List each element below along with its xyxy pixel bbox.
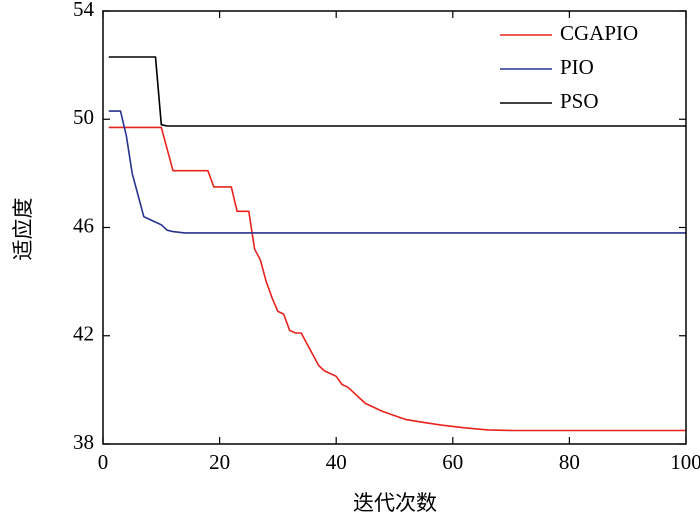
y-tick-label: 54 [73, 0, 95, 21]
legend-label-cgapio: CGAPIO [560, 21, 638, 45]
plot-frame [102, 10, 687, 445]
x-tick-label: 0 [98, 450, 109, 474]
plot-lines [108, 56, 686, 432]
y-tick-label: 42 [73, 322, 94, 346]
x-tick-label: 40 [326, 450, 347, 474]
y-tick-label: 46 [73, 213, 94, 237]
x-axis-label: 迭代次数 [353, 491, 437, 515]
x-tick-label: 60 [442, 450, 463, 474]
series-line-pio [108, 110, 686, 234]
y-tick-label: 38 [73, 430, 94, 454]
legend: CGAPIO PIO PSO [500, 21, 638, 113]
y-tick-label: 50 [73, 105, 94, 129]
x-tick-label: 80 [559, 450, 580, 474]
series-line-cgapio [108, 126, 686, 432]
axis-ticks: 0 20 40 60 80 100 38 42 46 50 54 [73, 0, 700, 474]
legend-label-pso: PSO [560, 89, 599, 113]
x-tick-label: 20 [209, 450, 230, 474]
series-line-pso [108, 56, 686, 127]
legend-label-pio: PIO [560, 55, 594, 79]
y-axis-label: 适应度 [11, 198, 35, 261]
x-tick-label: 100 [670, 450, 700, 474]
